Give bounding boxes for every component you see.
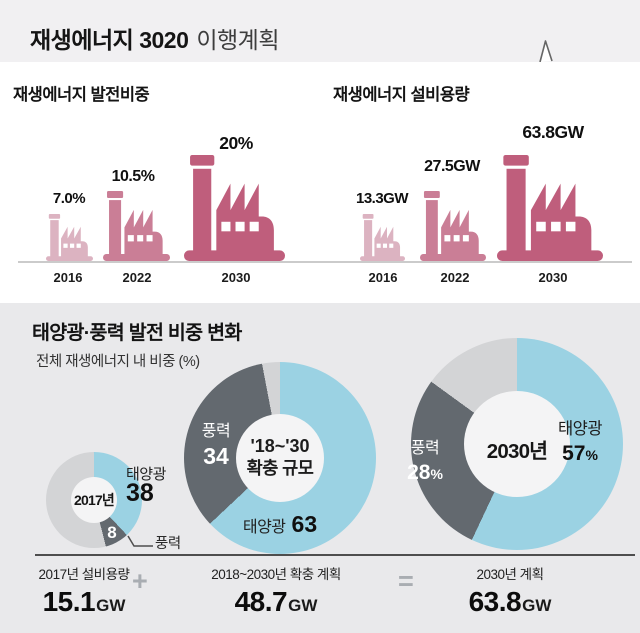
- year-tick-2030-left: 2030: [221, 270, 251, 285]
- solar-label-group-2030: 태양광 57%: [540, 415, 620, 466]
- formula-unit-2030: GW: [522, 596, 552, 615]
- wind-label-group-2030: 풍력 28%: [390, 434, 460, 485]
- wind-percent-number-2030: 28: [407, 461, 431, 484]
- year-tick-2030-right: 2030: [538, 270, 568, 285]
- x-axis-line: [18, 261, 632, 263]
- value-wind-2017: 8: [107, 523, 117, 542]
- bar-value-2030-right: 63.8GW: [522, 122, 584, 142]
- bar-charts-panel: 재생에너지 발전비중 재생에너지 설비용량 7.0% 10.5% 20% 13.…: [0, 62, 640, 303]
- formula-number-2030: 63.8: [468, 586, 522, 617]
- label-solar-expansion: 태양광: [242, 519, 286, 536]
- year-tick-2022-left: 2022: [122, 270, 152, 285]
- donut-hole-expansion: [236, 414, 324, 502]
- formula-label-expansion: 2018~2030년 확충 계획: [211, 567, 341, 582]
- factory-icon-2016-right: [360, 214, 405, 261]
- equals-operator: =: [398, 566, 414, 596]
- donut-center-label-2017: 2017년: [73, 492, 115, 508]
- factory-icon-2030-right: [497, 155, 603, 261]
- donut-chart-2017: 2017년: [46, 452, 142, 548]
- formula-group-expansion: 2018~2030년 확충 계획 48.7 GW: [176, 563, 376, 618]
- donut-section-title: 태양광·풍력 발전 비중 변화: [32, 322, 242, 344]
- page-title-strong: 재생에너지 3020: [30, 27, 189, 53]
- bar-value-2030-left: 20%: [219, 133, 253, 153]
- donut-section-subtitle: 전체 재생에너지 내 비중 (%): [36, 354, 200, 370]
- donut-section: 태양광·풍력 발전 비중 변화 전체 재생에너지 내 비중 (%) 2017년 …: [0, 303, 640, 633]
- solar-percent-sign-2030: %: [585, 447, 598, 463]
- formula-group-2017: 2017년 설비용량 15.1 GW: [24, 563, 144, 618]
- chart-title-generation-share: 재생에너지 발전비중: [13, 86, 150, 104]
- value-wind-2030: 28%: [390, 461, 460, 485]
- label-solar-2017: 태양광: [126, 466, 166, 483]
- formula-separator-line: [35, 554, 635, 556]
- formula-number-expansion: 48.7: [234, 586, 288, 617]
- bar-value-2016-right: 13.3GW: [355, 190, 409, 207]
- formula-label-2017: 2017년 설비용량: [38, 567, 130, 582]
- label-wind-2017: 풍력: [155, 536, 181, 552]
- formula-unit-2017: GW: [96, 596, 126, 615]
- donut-hole-2017: 2017년: [71, 477, 117, 523]
- year-tick-2016-right: 2016: [368, 270, 398, 285]
- solar-label-group-expansion: 태양광 63: [184, 511, 376, 538]
- factory-icon-2016-left: [46, 214, 93, 261]
- page-title: 재생에너지 3020 이행계획: [30, 21, 279, 55]
- donut-center-label-2030: 2030년: [486, 440, 548, 463]
- donut-chart-2030: [411, 338, 623, 550]
- mouse-cursor-icon: [539, 40, 553, 63]
- value-solar-2030: 57%: [540, 442, 620, 466]
- formula-group-2030: 2030년 계획 63.8 GW: [430, 563, 590, 618]
- formula-unit-expansion: GW: [288, 596, 318, 615]
- donut-chart-expansion: [184, 362, 376, 554]
- value-solar-expansion: 63: [291, 511, 318, 537]
- formula-value-expansion: 48.7 GW: [176, 586, 376, 618]
- formula-value-2017: 15.1 GW: [24, 586, 144, 618]
- donut-hole-2030: [464, 391, 570, 497]
- wind-percent-sign-2030: %: [430, 466, 443, 482]
- factory-icon-2022-left: [103, 191, 170, 261]
- wind-label-group-expansion: 풍력 34: [190, 417, 242, 470]
- value-solar-2017: 38: [126, 479, 154, 507]
- formula-value-2030: 63.8 GW: [430, 586, 590, 618]
- bar-value-2016-left: 7.0%: [52, 190, 86, 207]
- expansion-center-line1: '18~'30: [250, 436, 310, 456]
- label-wind-expansion: 풍력: [201, 423, 231, 440]
- solar-percent-number-2030: 57: [562, 442, 586, 465]
- title-band: 재생에너지 3020 이행계획: [0, 0, 640, 63]
- bar-value-2022-left: 10.5%: [111, 168, 155, 185]
- expansion-center-line2: 확충 규모: [246, 458, 314, 478]
- label-wind-2030: 풍력: [410, 440, 440, 457]
- formula-number-2017: 15.1: [42, 586, 96, 617]
- value-wind-expansion: 34: [203, 443, 229, 469]
- bar-value-2022-right: 27.5GW: [424, 158, 480, 175]
- page-title-light: 이행계획: [196, 27, 279, 53]
- chart-title-capacity: 재생에너지 설비용량: [333, 86, 470, 104]
- plus-operator: +: [132, 566, 148, 596]
- year-tick-2022-right: 2022: [440, 270, 470, 285]
- donut-center-label-expansion: '18~'30 확충 규모: [184, 435, 376, 479]
- year-tick-2016-left: 2016: [53, 270, 83, 285]
- label-solar-2030: 태양광: [557, 420, 603, 438]
- factory-icon-2030-left: [184, 155, 285, 261]
- factory-icon-2022-right: [420, 191, 486, 261]
- formula-label-2030: 2030년 계획: [476, 567, 544, 582]
